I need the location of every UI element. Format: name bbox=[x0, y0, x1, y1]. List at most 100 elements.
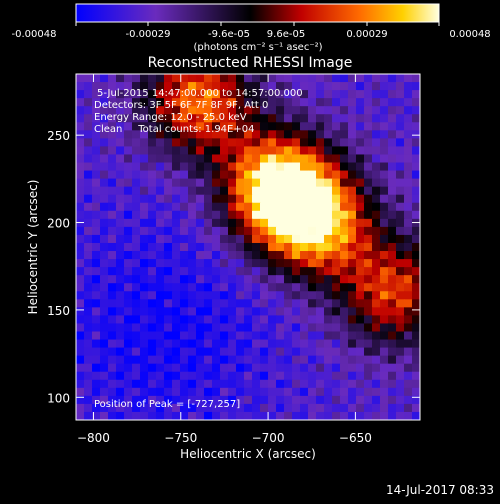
info-block: 5-Jul-2015 14:47:00.000 to 14:57:00.000 … bbox=[94, 88, 303, 410]
heatmap-cell bbox=[116, 403, 125, 413]
heatmap-cell bbox=[172, 371, 181, 381]
heatmap-cell bbox=[404, 315, 413, 325]
heatmap-cell bbox=[188, 379, 197, 389]
heatmap-cell bbox=[276, 202, 285, 212]
heatmap-cell bbox=[236, 170, 245, 180]
heatmap-cell bbox=[220, 218, 229, 228]
heatmap-cell bbox=[108, 146, 117, 156]
heatmap-cell bbox=[228, 82, 237, 91]
heatmap-cell bbox=[252, 242, 261, 252]
heatmap-cell bbox=[196, 403, 205, 413]
heatmap-cell bbox=[276, 339, 285, 349]
time-range: 5-Jul-2015 14:47:00.000 to 14:57:00.000 bbox=[97, 88, 303, 99]
heatmap-cell bbox=[268, 90, 277, 99]
heatmap-cell bbox=[164, 162, 173, 172]
heatmap-cell bbox=[132, 122, 141, 131]
heatmap-cell bbox=[172, 98, 181, 107]
heatmap-cell bbox=[132, 170, 141, 180]
heatmap-cell bbox=[316, 106, 325, 115]
heatmap-cell bbox=[212, 130, 221, 139]
heatmap-cell bbox=[148, 331, 157, 341]
heatmap-cell bbox=[220, 283, 229, 292]
heatmap-cell bbox=[124, 218, 133, 228]
heatmap-cell bbox=[212, 411, 221, 420]
heatmap-cell bbox=[140, 387, 149, 397]
heatmap-cell bbox=[204, 186, 213, 196]
heatmap-cell bbox=[220, 395, 229, 405]
heatmap-cell bbox=[180, 307, 189, 316]
heatmap-cell bbox=[268, 339, 277, 349]
heatmap-cell bbox=[316, 411, 325, 420]
heatmap-cell bbox=[300, 162, 309, 172]
heatmap-cell bbox=[100, 347, 109, 357]
heatmap-cell bbox=[212, 138, 221, 148]
heatmap-cell bbox=[220, 291, 229, 300]
heatmap-cell bbox=[316, 74, 325, 83]
heatmap-cell bbox=[132, 379, 141, 389]
heatmap-cell bbox=[380, 411, 389, 420]
heatmap-cell bbox=[220, 138, 229, 148]
heatmap-cell bbox=[164, 82, 173, 91]
heatmap-cell bbox=[204, 267, 213, 276]
heatmap-cell bbox=[132, 194, 141, 204]
heatmap-cell bbox=[388, 154, 397, 164]
heatmap-cell bbox=[140, 194, 149, 204]
heatmap-cell bbox=[380, 291, 389, 300]
heatmap-cell bbox=[284, 299, 293, 308]
heatmap-cell bbox=[84, 98, 93, 107]
heatmap-cell bbox=[108, 307, 117, 316]
heatmap-cell bbox=[84, 307, 93, 316]
heatmap-cell bbox=[188, 315, 197, 325]
heatmap-cell bbox=[276, 234, 285, 244]
heatmap-cell bbox=[300, 146, 309, 156]
heatmap-cell bbox=[228, 395, 237, 405]
heatmap-cell bbox=[92, 82, 101, 91]
heatmap-cell bbox=[260, 355, 269, 365]
heatmap-cell bbox=[340, 106, 349, 115]
heatmap-cell bbox=[220, 355, 229, 365]
heatmap-cell bbox=[236, 363, 245, 373]
heatmap-cell bbox=[348, 130, 357, 139]
heatmap-cell bbox=[236, 307, 245, 316]
heatmap-cell bbox=[260, 251, 269, 260]
heatmap-cell bbox=[276, 379, 285, 389]
heatmap-cell bbox=[220, 299, 229, 308]
heatmap-cell bbox=[268, 210, 277, 220]
heatmap-cell bbox=[324, 98, 333, 107]
heatmap-cell bbox=[164, 74, 173, 83]
heatmap-cell bbox=[260, 130, 269, 139]
heatmap-cell bbox=[276, 315, 285, 325]
heatmap-cell bbox=[132, 315, 141, 325]
heatmap-cell bbox=[404, 411, 413, 420]
heatmap-cell bbox=[212, 90, 221, 99]
heatmap-cell bbox=[132, 355, 141, 365]
heatmap-cell bbox=[116, 371, 125, 381]
heatmap-cell bbox=[244, 339, 253, 349]
heatmap-cell bbox=[92, 339, 101, 349]
heatmap-cell bbox=[292, 242, 301, 252]
heatmap-cell bbox=[212, 347, 221, 357]
heatmap-cell bbox=[324, 323, 333, 333]
heatmap-cell bbox=[100, 331, 109, 341]
heatmap-cell bbox=[364, 234, 373, 244]
heatmap-cell bbox=[348, 242, 357, 252]
heatmap-cell bbox=[212, 379, 221, 389]
heatmap-cell bbox=[260, 307, 269, 316]
heatmap-cell bbox=[252, 186, 261, 196]
heatmap-cell bbox=[164, 194, 173, 204]
heatmap-cell bbox=[388, 283, 397, 292]
heatmap-cell bbox=[236, 210, 245, 220]
heatmap-cell bbox=[380, 395, 389, 405]
heatmap-cell bbox=[396, 226, 405, 236]
heatmap-cell bbox=[132, 339, 141, 349]
heatmap-cell bbox=[228, 411, 237, 420]
heatmap-cell bbox=[412, 154, 420, 164]
heatmap-cell bbox=[204, 82, 213, 91]
heatmap-cell bbox=[340, 371, 349, 381]
heatmap-cell bbox=[172, 242, 181, 252]
heatmap-cell bbox=[188, 403, 197, 413]
heatmap-cell bbox=[404, 387, 413, 397]
heatmap-cell bbox=[84, 267, 93, 276]
heatmap-cell bbox=[332, 379, 341, 389]
heatmap-cell bbox=[92, 114, 101, 123]
